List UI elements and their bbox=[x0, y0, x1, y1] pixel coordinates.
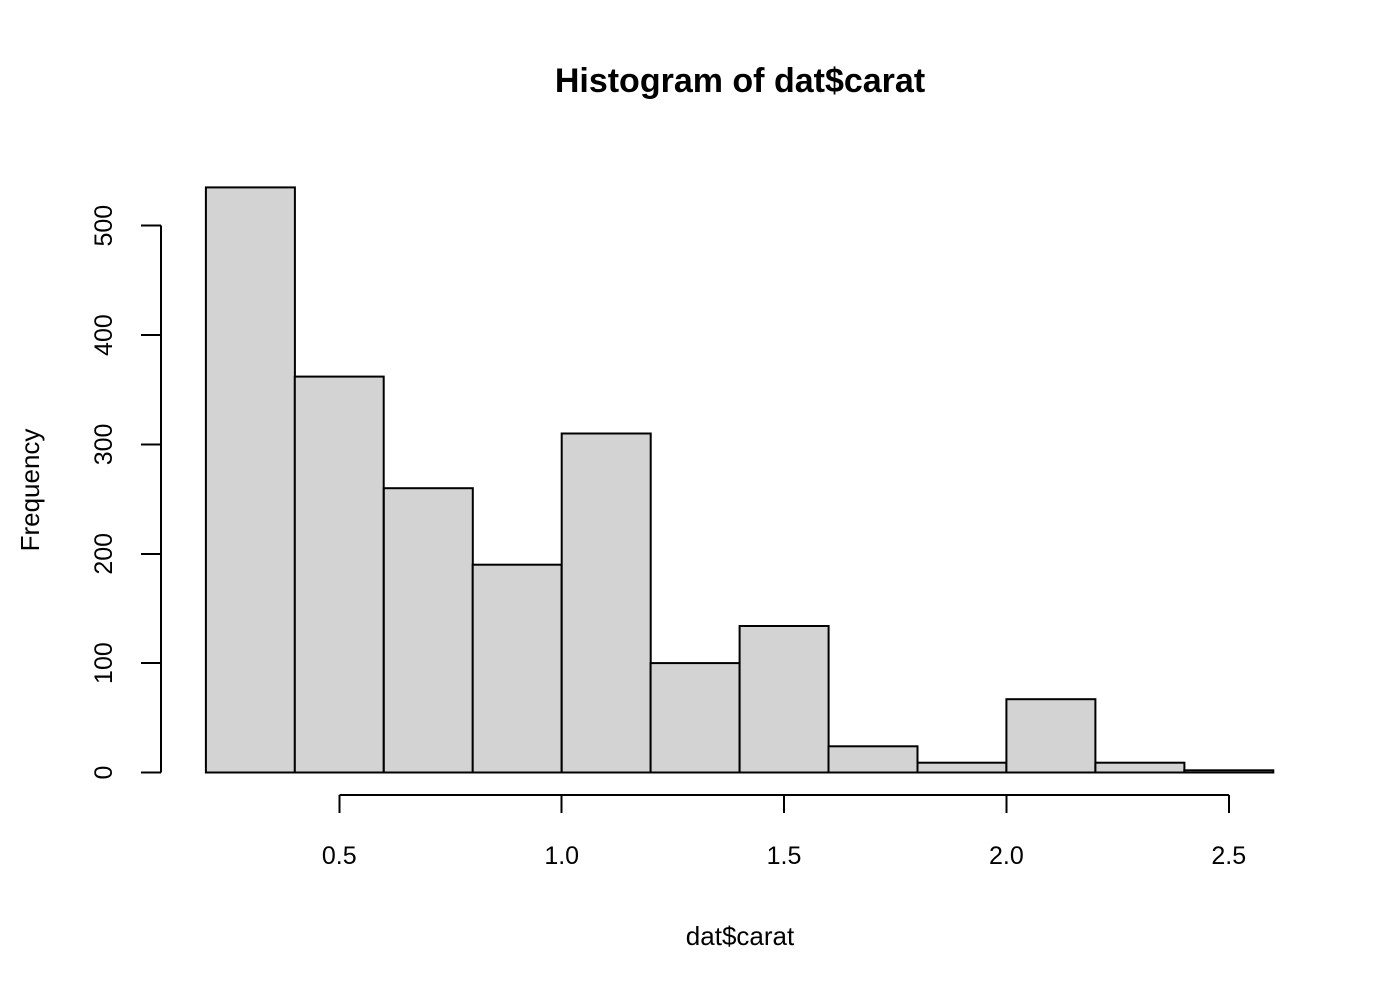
histogram-bar bbox=[471, 563, 563, 774]
y-axis-tick-label: 0 bbox=[90, 766, 118, 780]
histogram-bar bbox=[916, 761, 1008, 774]
y-axis-tick-label: 200 bbox=[90, 533, 118, 575]
histogram-bar bbox=[1005, 698, 1097, 774]
chart-title: Histogram of dat$carat bbox=[554, 62, 926, 100]
histogram-bar bbox=[560, 432, 652, 774]
histogram-bar bbox=[649, 662, 741, 774]
y-axis-tick-label: 500 bbox=[90, 205, 118, 247]
x-axis-tick-label: 1.5 bbox=[767, 842, 802, 870]
histogram-bar bbox=[382, 487, 474, 774]
y-axis-tick-label: 300 bbox=[90, 424, 118, 466]
histogram-bar bbox=[738, 625, 830, 774]
x-axis-tick-label: 1.0 bbox=[544, 842, 579, 870]
x-axis-tick-label: 2.0 bbox=[989, 842, 1024, 870]
histogram-bar bbox=[827, 745, 919, 774]
x-axis-label: dat$carat bbox=[685, 921, 795, 951]
x-axis-tick-label: 0.5 bbox=[322, 842, 357, 870]
histogram-bar bbox=[204, 186, 296, 774]
x-axis-tick-label: 2.5 bbox=[1211, 842, 1246, 870]
y-axis-tick-label: 400 bbox=[90, 314, 118, 356]
histogram-bar bbox=[293, 375, 385, 774]
y-axis-tick-label: 100 bbox=[90, 642, 118, 684]
histogram-bar bbox=[1094, 761, 1186, 774]
y-axis-label: Frequency bbox=[15, 428, 45, 552]
histogram-bar bbox=[1183, 769, 1275, 774]
